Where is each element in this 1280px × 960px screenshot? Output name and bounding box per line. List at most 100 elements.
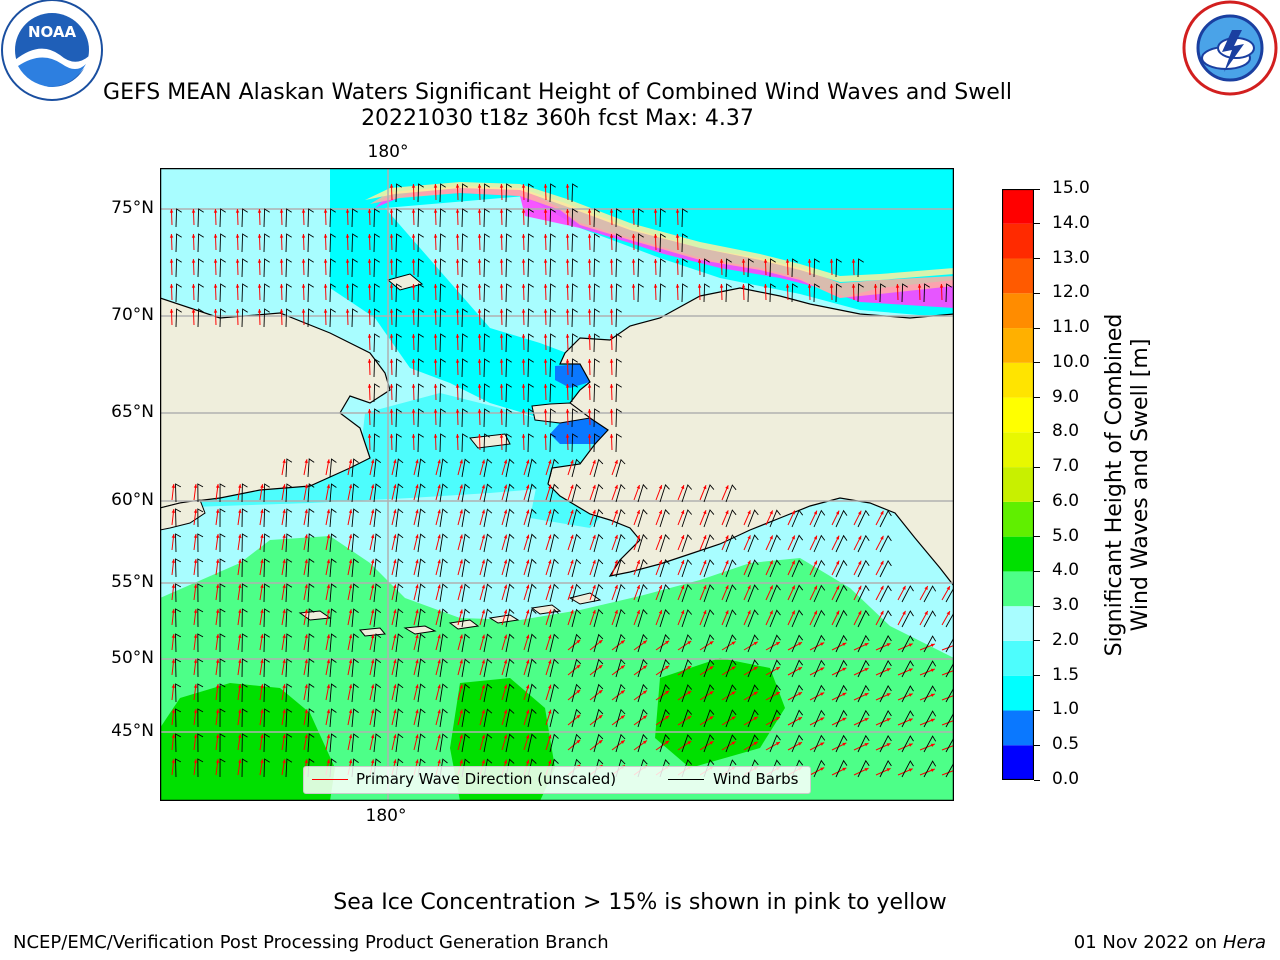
wind-barb [241, 533, 248, 553]
wave-arrow-head [367, 384, 372, 388]
wind-barb [263, 558, 270, 578]
wind-barb [681, 484, 693, 503]
wind-barb [285, 258, 292, 278]
wave-arrow-head [279, 209, 284, 213]
wind-barb [505, 558, 515, 578]
wind-barb [329, 258, 336, 278]
wind-barb [417, 383, 424, 403]
wind-barb [527, 533, 537, 553]
wave-arrow-head [348, 559, 353, 564]
wind-barb [703, 684, 715, 703]
wind-barb [725, 659, 737, 678]
wind-barb [791, 734, 804, 753]
wave-arrow-head [620, 665, 625, 669]
wind-barb [879, 283, 886, 303]
wind-barb [527, 408, 534, 428]
wave-arrow-head [725, 560, 729, 565]
wind-barb [219, 708, 226, 728]
wind-barb [857, 283, 864, 303]
wind-barb [329, 733, 337, 753]
wave-arrow-head [709, 741, 714, 745]
wave-arrow-head [858, 560, 862, 565]
wave-arrow-head [477, 409, 482, 413]
wind-barb [527, 508, 537, 528]
wave-arrow-head [636, 485, 640, 489]
wave-arrow-head [565, 234, 570, 238]
colorbar-tick-mark [1034, 640, 1040, 642]
wind-barb [263, 208, 270, 228]
wind-barb [879, 585, 892, 603]
wave-arrow-head [193, 584, 198, 588]
wind-barb [659, 233, 666, 253]
wind-barb [725, 684, 737, 703]
colorbar-tick-label: 11.0 [1052, 317, 1090, 338]
wind-barb [615, 233, 622, 253]
wave-arrow-head [930, 768, 935, 772]
wind-barb [285, 308, 292, 328]
wind-barb [351, 233, 358, 253]
wave-arrow-head [193, 709, 198, 713]
wave-arrow-head [437, 634, 441, 639]
wave-arrow-head [370, 459, 375, 464]
wind-barb [285, 583, 293, 603]
wind-barb [857, 258, 864, 278]
wave-arrow-head [570, 459, 574, 464]
wave-arrow-head [886, 668, 891, 672]
wind-barb [285, 708, 293, 728]
wind-barb [637, 583, 648, 603]
wind-barb [703, 534, 715, 553]
wave-arrow-head [791, 610, 795, 615]
wave-arrow-head [680, 585, 685, 590]
wind-barb [175, 758, 182, 778]
wind-barb [439, 658, 448, 678]
wind-barb [571, 308, 578, 328]
wind-barb [747, 659, 759, 678]
wave-arrow-head [345, 309, 350, 313]
wave-arrow-head [304, 709, 308, 714]
wind-barb [857, 684, 870, 703]
wave-arrow-head [389, 384, 394, 388]
wind-barb [373, 508, 382, 528]
wave-arrow-head [587, 409, 592, 413]
wind-barb [483, 708, 493, 728]
wind-barb [549, 508, 559, 528]
wind-barb [351, 733, 359, 753]
wave-arrow-head [415, 559, 419, 564]
wind-barb [329, 208, 336, 228]
wave-arrow-head [433, 359, 438, 363]
colorbar-tick-label: 2.0 [1052, 629, 1080, 650]
wind-barb [483, 383, 490, 403]
wave-arrow-head [481, 584, 485, 589]
wind-barb [175, 708, 182, 728]
wind-barb [307, 608, 315, 628]
wind-barb [879, 560, 892, 578]
colorbar-segment [1002, 501, 1034, 537]
wave-arrow-head [481, 709, 485, 714]
wave-arrow-head [521, 359, 526, 363]
wave-arrow-head [842, 767, 847, 771]
wind-barb [329, 483, 337, 503]
wave-arrow-head [459, 559, 463, 564]
wave-arrow-head [587, 384, 592, 388]
wind-barb [505, 258, 512, 278]
wind-barb [351, 633, 359, 653]
wave-arrow-head [481, 459, 485, 464]
wave-arrow-head [820, 767, 825, 771]
wave-arrow-head [902, 585, 906, 590]
wind-barb [483, 583, 493, 603]
wind-barb [351, 583, 359, 603]
wind-barb [681, 609, 693, 628]
wind-barb [373, 233, 380, 253]
wave-arrow-head [389, 259, 394, 263]
wind-barb [527, 358, 534, 378]
wind-barb [791, 709, 804, 728]
wind-barb [417, 558, 426, 578]
wave-arrow-head [631, 259, 636, 263]
wind-barb [593, 533, 604, 553]
wind-barb [813, 609, 826, 628]
wave-arrow-head [880, 510, 884, 515]
wave-arrow-head [477, 234, 482, 238]
wave-arrow-head [169, 209, 174, 213]
wind-barb [483, 358, 490, 378]
wind-barb [263, 658, 270, 678]
